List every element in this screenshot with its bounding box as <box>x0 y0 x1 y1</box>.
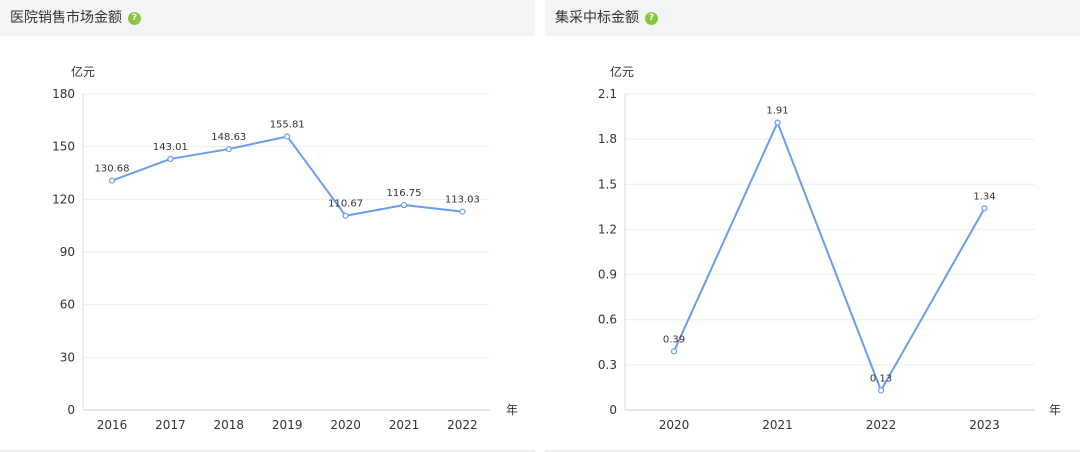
y-tick-label: 2.1 <box>598 87 617 101</box>
x-tick-label: 2022 <box>447 418 478 432</box>
x-tick-label: 2021 <box>389 418 420 432</box>
panel-header: 集采中标金额 ? <box>545 0 1080 36</box>
y-tick-label: 1.2 <box>598 222 617 236</box>
panel-title: 医院销售市场金额 <box>10 10 122 26</box>
data-label: 113.03 <box>445 195 480 206</box>
x-tick-label: 2020 <box>330 418 361 432</box>
y-tick-label: 1.5 <box>598 177 617 191</box>
data-label: 110.67 <box>328 199 363 210</box>
data-label: 1.91 <box>766 106 788 117</box>
y-tick-label: 90 <box>60 245 75 259</box>
panel-divider <box>545 450 1080 452</box>
data-label: 0.13 <box>870 373 892 384</box>
y-tick-label: 60 <box>60 298 75 312</box>
x-tick-label: 2017 <box>155 418 186 432</box>
x-tick-label: 2016 <box>97 418 128 432</box>
help-icon[interactable]: ? <box>128 11 141 25</box>
y-tick-label: 0.6 <box>598 313 617 327</box>
data-label: 148.63 <box>211 132 246 143</box>
data-label: 0.39 <box>663 334 685 345</box>
data-point[interactable] <box>342 212 349 219</box>
data-point[interactable] <box>459 208 466 215</box>
data-point[interactable] <box>167 155 174 163</box>
data-point[interactable] <box>225 145 232 153</box>
x-tick-label: 2022 <box>866 418 897 432</box>
line-chart-procurement: 0 0.3 0.6 0.9 1.2 1.5 1.8 2.1 亿元年 2020 2021 2022 202… <box>598 64 1061 432</box>
data-label: 116.75 <box>387 188 422 199</box>
data-label: 155.81 <box>270 119 305 130</box>
data-label: 143.01 <box>153 142 188 153</box>
data-point[interactable] <box>284 133 291 140</box>
panel-divider <box>0 450 535 452</box>
x-tick-label: 2020 <box>659 418 690 432</box>
panel-title: 集采中标金额 <box>555 10 639 26</box>
x-tick-label: 2021 <box>762 418 793 432</box>
chart-panel-hospital-sales: 医院销售市场金额 ? 0 30 60 90 120 150 180 亿元年 2016 2017 20… <box>0 0 535 452</box>
data-label: 1.34 <box>973 191 995 202</box>
y-axis-unit-label: 亿元 <box>71 64 95 79</box>
x-tick-label: 2018 <box>214 418 245 432</box>
help-icon[interactable]: ? <box>645 11 658 25</box>
x-tick-label: 2019 <box>272 418 303 432</box>
y-tick-label: 0 <box>609 403 617 417</box>
data-point[interactable] <box>108 177 116 184</box>
y-tick-label: 180 <box>52 87 75 101</box>
series-line <box>673 121 986 392</box>
y-axis-unit-label: 亿元 <box>610 64 634 79</box>
y-tick-label: 120 <box>52 192 75 206</box>
y-tick-label: 0.3 <box>598 358 617 372</box>
y-tick-label: 30 <box>60 350 75 364</box>
y-tick-label: 150 <box>52 140 75 154</box>
x-axis-unit-label: 年 <box>506 403 518 417</box>
data-label: 130.68 <box>95 164 130 175</box>
panel-header: 医院销售市场金额 ? <box>0 0 535 36</box>
y-tick-label: 1.8 <box>598 132 617 146</box>
data-point[interactable] <box>670 348 678 355</box>
line-chart-hospital-sales: 0 30 60 90 120 150 180 亿元年 2016 2017 2018 2019 2020 2… <box>52 64 518 432</box>
data-point[interactable] <box>774 119 781 126</box>
x-tick-label: 2023 <box>969 418 1000 432</box>
data-point[interactable] <box>400 201 408 209</box>
y-tick-label: 0.9 <box>598 268 617 282</box>
data-point[interactable] <box>981 205 988 212</box>
chart-panel-procurement: 集采中标金额 ? 0 0.3 0.6 0.9 1.2 1.5 1.8 2.1 亿元年 2020 20… <box>545 0 1080 452</box>
x-axis-unit-label: 年 <box>1049 403 1061 417</box>
data-point[interactable] <box>877 387 885 394</box>
y-tick-label: 0 <box>67 403 75 417</box>
